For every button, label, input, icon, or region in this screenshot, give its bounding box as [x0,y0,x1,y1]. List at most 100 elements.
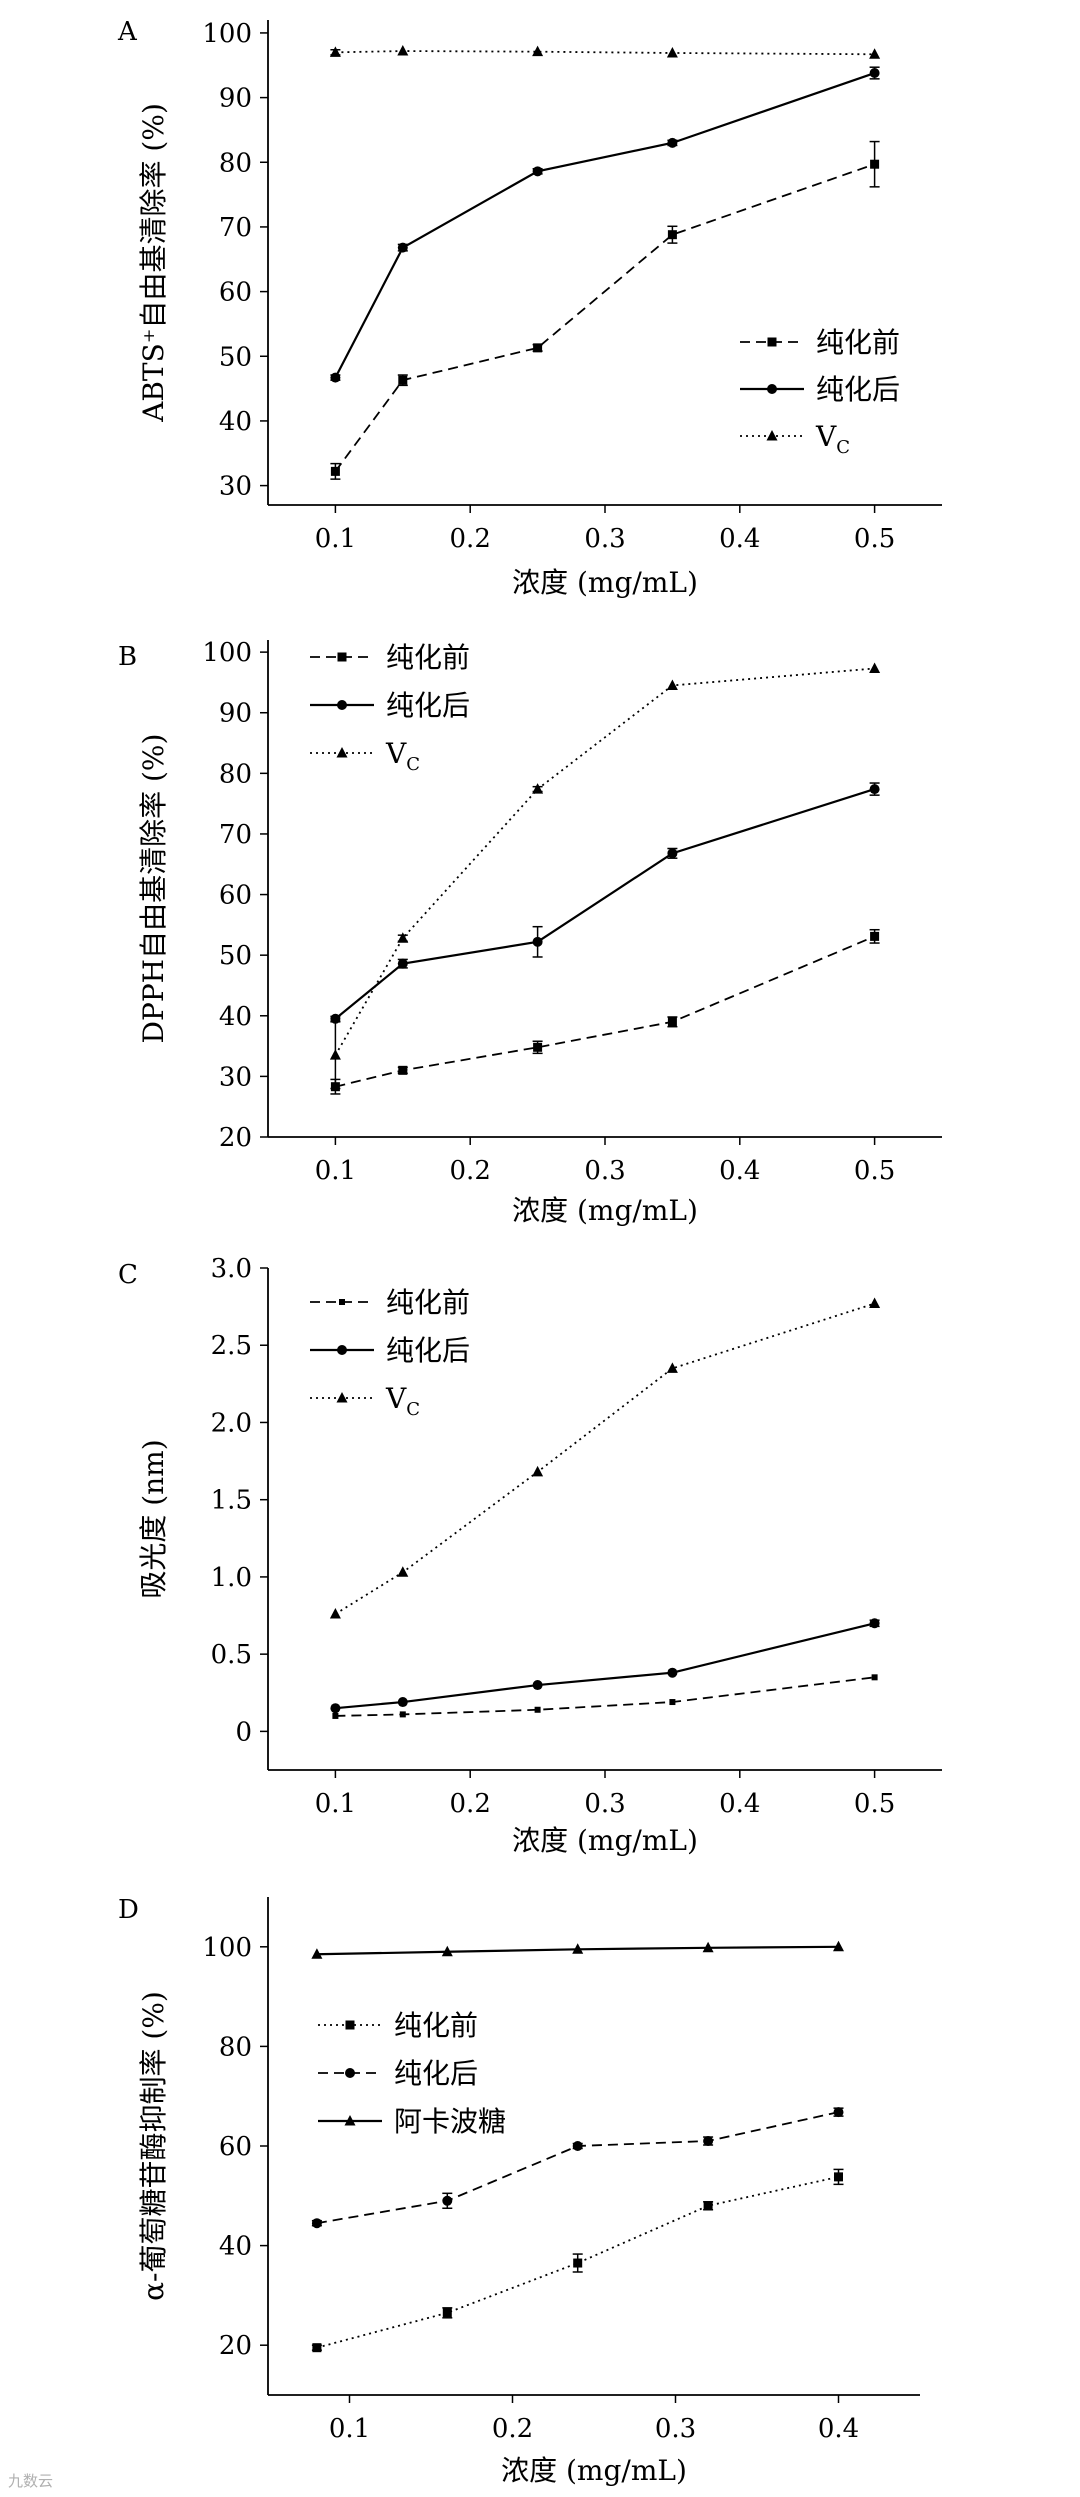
series-纯化后 [330,1618,880,1714]
legend-label: 纯化后 [816,373,900,406]
series-纯化前 [330,140,880,480]
y-tick-label: 80 [219,2032,252,2062]
legend-marker [766,430,778,441]
y-tick-label: 100 [202,1933,252,1963]
x-axis-title: 浓度 (mg/mL) [501,2454,687,2487]
data-point [533,1042,543,1052]
data-point [399,1711,406,1718]
data-point [332,1712,339,1719]
x-tick-label: 0.4 [719,1789,760,1819]
data-point [329,1607,341,1619]
y-tick-label: 0 [235,1717,252,1747]
series-纯化后 [311,2107,844,2229]
y-tick-label: 50 [219,941,252,971]
x-tick-label: 0.1 [315,1789,356,1819]
y-tick-label: 20 [219,2331,252,2361]
data-point [397,1697,408,1708]
data-point [532,1680,543,1691]
legend-label: VC [385,1382,420,1420]
data-point [667,1667,678,1678]
y-tick-label: 30 [219,472,252,502]
series-阿卡波糖 [311,1940,844,1959]
data-point [398,375,408,385]
series-line [335,50,875,56]
data-point [532,1465,544,1477]
legend-marker [339,1299,345,1305]
legend-label: 纯化前 [386,641,470,674]
data-point [311,2218,322,2229]
y-tick-label: 60 [219,2132,252,2162]
y-tick-label: 100 [202,19,252,49]
x-tick-label: 0.1 [315,524,356,554]
data-point [398,1065,408,1075]
series-line [335,1622,875,1710]
panel-letter: A [117,17,138,47]
panel-letter: B [118,642,137,672]
data-point [869,1297,881,1309]
legend-marker [345,2020,355,2030]
legend-label: 纯化前 [386,1286,470,1319]
panel-d: D 20 40 60 80 100 0.1 0.2 0.3 0.4 浓度 (mg/mL) α-葡萄糖苷… [118,1895,920,2487]
x-axis-title: 浓度 (mg/mL) [512,1194,698,1227]
legend-marker [337,700,347,710]
series-line [334,667,875,1056]
x-tick-label: 0.1 [315,1156,356,1186]
data-point [442,2308,452,2318]
y-tick-label: 70 [219,213,252,243]
legend-marker [767,384,777,394]
y-tick-label: 90 [219,84,252,114]
data-point [532,166,543,177]
data-point [311,1948,323,1959]
y-tick-label: 0.5 [211,1640,252,1670]
y-tick-label: 30 [219,1062,252,1092]
series-line [335,935,875,1088]
x-tick-label: 0.2 [450,524,491,554]
series-line [334,71,875,379]
legend-label: 纯化前 [394,2009,478,2042]
legend-label: 纯化后 [394,2057,478,2090]
series-V [329,662,881,1090]
data-point [834,2172,843,2182]
y-tick-label: 90 [219,699,252,729]
series-纯化后 [330,66,880,383]
x-tick-label: 0.2 [450,1789,491,1819]
data-point [667,137,678,148]
y-tick-label: 40 [219,1002,252,1032]
x-tick-label: 0.3 [584,1156,625,1186]
panel-a: A 30 40 50 60 70 80 90 100 0.1 0.2 0.3 0.4 0.5 浓度 (mg/… [117,17,942,599]
x-axis-title: 浓度 (mg/mL) [512,1824,698,1857]
data-point [703,2136,714,2147]
y-tick-label: 70 [219,820,252,850]
legend-marker [337,1345,347,1355]
legend-marker [345,2068,355,2078]
data-point [667,848,678,859]
data-point [870,931,880,941]
series-纯化前 [311,2168,844,2353]
x-tick-label: 0.4 [818,2414,859,2444]
data-point [330,466,340,476]
y-tick-label: 1.5 [211,1486,252,1516]
x-tick-label: 0.3 [584,524,625,554]
data-point [534,1706,541,1713]
legend-marker [344,2115,356,2126]
panel-b: B 20 30 40 50 60 70 80 90 100 0.1 0.2 0.3 0.4 0.5 浓度 (m… [118,638,942,1227]
y-tick-label: 1.0 [211,1563,252,1593]
data-point [833,1940,844,1952]
panel-letter: C [118,1260,138,1290]
data-point [666,679,678,690]
y-tick-label: 80 [219,759,252,789]
data-point [702,1941,714,1953]
data-point [397,45,409,56]
x-tick-label: 0.1 [329,2414,370,2444]
series-line [335,1676,875,1717]
series-V [329,45,881,59]
panel-c: C 0 0.5 1.0 1.5 2.0 2.5 3.0 0.1 0.2 0.3 0.4 0.5 浓度 (m… [118,1254,942,1857]
x-tick-label: 0.4 [719,524,760,554]
data-point [572,2141,583,2151]
data-point [703,2201,713,2211]
legend-label: 纯化后 [386,689,470,722]
data-point [330,1703,341,1714]
x-axis-title: 浓度 (mg/mL) [512,566,698,599]
